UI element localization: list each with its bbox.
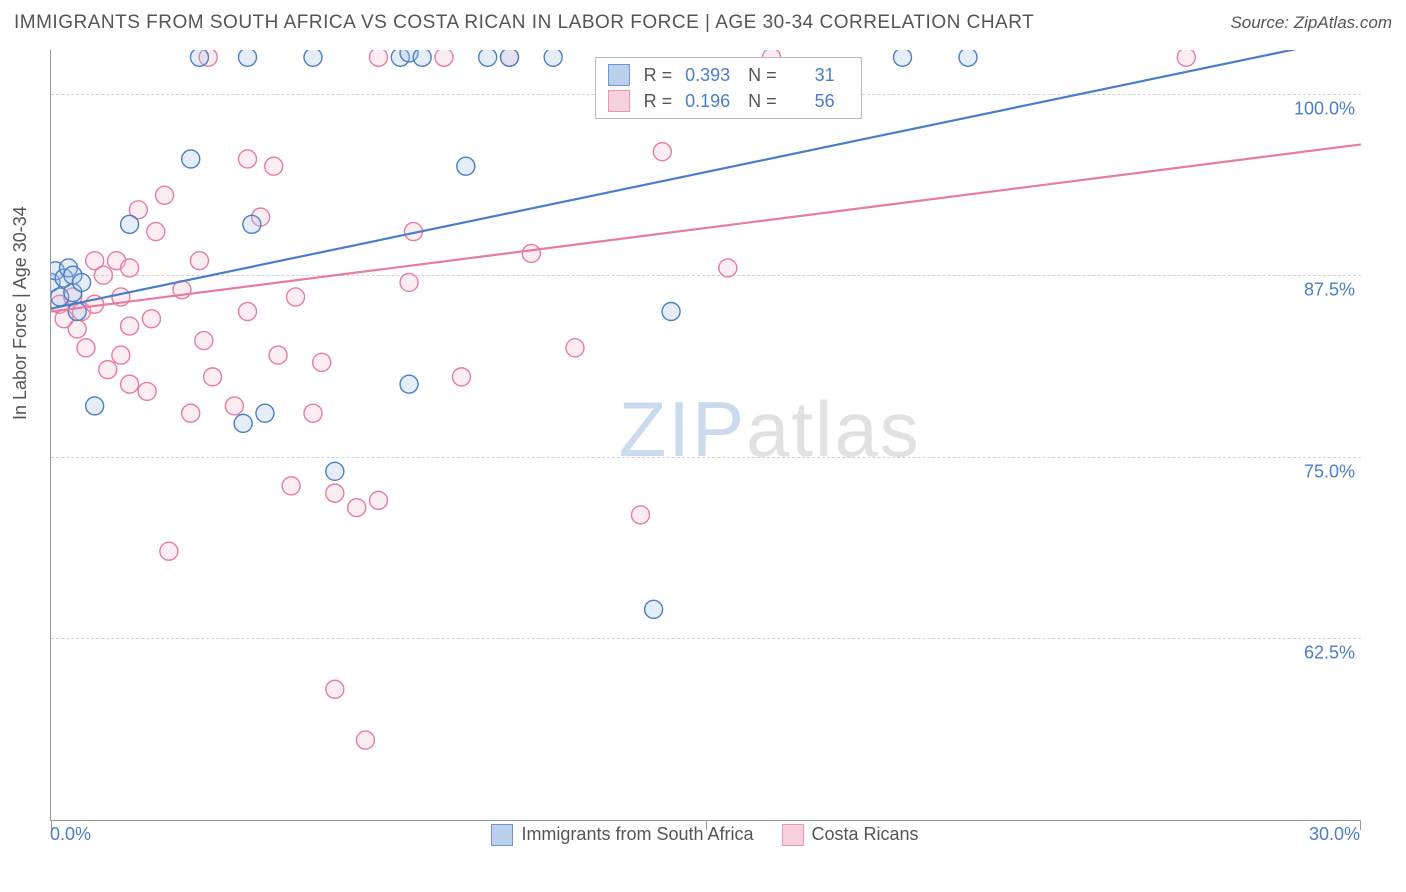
costa-ricans-point	[239, 303, 257, 321]
stats-row-series2: R = 0.196 N = 56	[608, 88, 849, 114]
costa-ricans-point	[77, 339, 95, 357]
costa-ricans-point	[326, 484, 344, 502]
page-title: IMMIGRANTS FROM SOUTH AFRICA VS COSTA RI…	[14, 12, 1034, 34]
stats-n-value-2: 56	[781, 88, 835, 114]
south-africa-point	[243, 215, 261, 233]
south-africa-point	[959, 50, 977, 66]
south-africa-point	[662, 303, 680, 321]
square-swatch-icon	[491, 824, 513, 846]
costa-ricans-point	[94, 266, 112, 284]
south-africa-point	[304, 50, 322, 66]
costa-ricans-point	[632, 506, 650, 524]
chart-plot-area: 62.5%75.0%87.5%100.0% R = 0.393 N = 31 R…	[50, 50, 1361, 821]
stats-r-value-2: 0.196	[676, 88, 730, 114]
costa-ricans-point	[160, 542, 178, 560]
stats-n-label: N =	[748, 88, 777, 114]
x-tick-label-max: 30.0%	[1309, 824, 1360, 845]
costa-ricans-point	[522, 244, 540, 262]
x-tick	[1360, 820, 1361, 830]
costa-ricans-point	[112, 346, 130, 364]
costa-ricans-point	[225, 397, 243, 415]
correlation-stats-box: R = 0.393 N = 31 R = 0.196 N = 56	[595, 57, 862, 119]
legend-label-2: Costa Ricans	[812, 824, 919, 844]
costa-ricans-point	[719, 259, 737, 277]
legend-item-series2: Costa Ricans	[782, 824, 919, 846]
costa-ricans-point	[304, 404, 322, 422]
stats-row-series1: R = 0.393 N = 31	[608, 62, 849, 88]
scatter-svg	[51, 50, 1361, 820]
south-africa-point	[479, 50, 497, 66]
south-africa-point	[190, 50, 208, 66]
costa-ricans-point	[435, 50, 453, 66]
costa-ricans-point	[99, 361, 117, 379]
costa-ricans-point	[287, 288, 305, 306]
y-axis-title: In Labor Force | Age 30-34	[10, 206, 31, 420]
source-label: Source: ZipAtlas.com	[1230, 13, 1392, 33]
costa-ricans-point	[156, 186, 174, 204]
square-swatch-icon	[782, 824, 804, 846]
costa-ricans-point	[269, 346, 287, 364]
costa-ricans-point	[313, 353, 331, 371]
costa-ricans-point	[121, 317, 139, 335]
costa-ricans-point	[452, 368, 470, 386]
stats-r-label: R =	[644, 62, 673, 88]
south-africa-point	[239, 50, 257, 66]
costa-ricans-point	[190, 252, 208, 270]
stats-n-label: N =	[748, 62, 777, 88]
costa-ricans-point	[195, 332, 213, 350]
legend-label-1: Immigrants from South Africa	[521, 824, 753, 844]
legend-item-series1: Immigrants from South Africa	[491, 824, 753, 846]
square-swatch-icon	[608, 90, 630, 112]
south-africa-point	[256, 404, 274, 422]
costa-ricans-point	[147, 223, 165, 241]
costa-ricans-point	[138, 382, 156, 400]
costa-ricans-point	[400, 273, 418, 291]
south-africa-point	[234, 414, 252, 432]
south-africa-point	[501, 50, 519, 66]
costa-ricans-point	[204, 368, 222, 386]
costa-ricans-point	[142, 310, 160, 328]
bottom-legend: Immigrants from South Africa Costa Rican…	[50, 824, 1360, 846]
stats-r-value-1: 0.393	[676, 62, 730, 88]
costa-ricans-point	[326, 680, 344, 698]
costa-ricans-point	[121, 375, 139, 393]
costa-ricans-point	[370, 491, 388, 509]
costa-ricans-point	[1177, 50, 1195, 66]
costa-ricans-point	[239, 150, 257, 168]
costa-ricans-point	[68, 320, 86, 338]
south-africa-point	[457, 157, 475, 175]
square-swatch-icon	[608, 64, 630, 86]
south-africa-point	[894, 50, 912, 66]
south-africa-point	[544, 50, 562, 66]
stats-r-label: R =	[644, 88, 673, 114]
south-africa-point	[182, 150, 200, 168]
costa-ricans-point	[370, 50, 388, 66]
costa-ricans-point	[265, 157, 283, 175]
costa-ricans-point	[356, 731, 374, 749]
south-africa-point	[86, 397, 104, 415]
costa-ricans-point	[282, 477, 300, 495]
south-africa-point	[400, 375, 418, 393]
south-africa-point	[73, 273, 91, 291]
south-africa-point	[121, 215, 139, 233]
south-africa-point	[326, 462, 344, 480]
south-africa-point	[645, 600, 663, 618]
costa-ricans-point	[182, 404, 200, 422]
south-africa-point	[413, 50, 431, 66]
costa-ricans-point	[121, 259, 139, 277]
stats-n-value-1: 31	[781, 62, 835, 88]
costa-ricans-point	[348, 499, 366, 517]
costa-ricans-point	[566, 339, 584, 357]
costa-ricans-point	[653, 143, 671, 161]
